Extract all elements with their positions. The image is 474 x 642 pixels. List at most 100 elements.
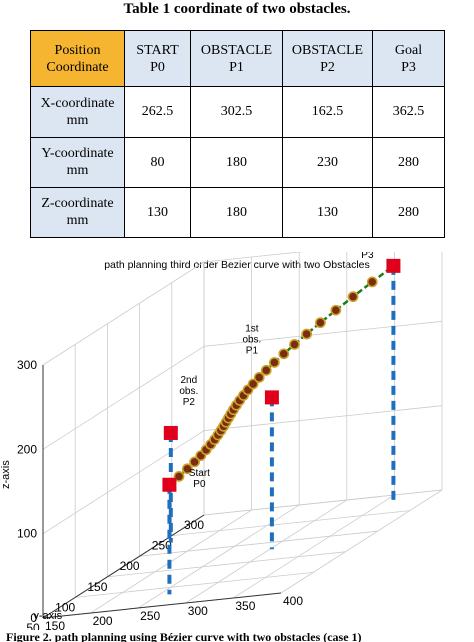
row-label-x: X-coordinate mm [30, 86, 125, 138]
coordinate-table: Position Coordinate START P0 OBSTACLE P1… [30, 29, 445, 239]
cell-x-obstacle-2: 162.5 [282, 86, 373, 138]
bezier-plot: path planning third order Bezier curve w… [0, 236, 474, 642]
z-tick-label-0: 0 [30, 611, 37, 625]
x-tick-label-0: 150 [45, 619, 65, 630]
path-point-2 [181, 463, 193, 475]
header-obstacle-2-line-2: P2 [320, 59, 335, 75]
control-point-marker-p1 [264, 390, 279, 405]
row-label-z-line-2: mm [66, 213, 89, 229]
y-tick-label-5: 300 [184, 518, 204, 532]
row-label-x-line-1: X-coordinate [40, 95, 115, 111]
corner-line-2: Coordinate [46, 59, 109, 75]
cell-z-obstacle-2: 130 [282, 186, 373, 239]
table-row-y: Y-coordinate mm 80 180 230 280 [30, 136, 445, 188]
y-axis-line [42, 514, 205, 619]
control-point-label-p3-1: P3 [361, 252, 374, 261]
row-label-x-line-2: mm [66, 112, 89, 128]
header-obstacle-1: OBSTACLE P1 [190, 29, 283, 88]
path-point-20 [253, 372, 265, 383]
control-point-label-p1-0: 1st [245, 323, 259, 334]
cell-z-goal: 280 [372, 186, 445, 239]
z-tick-label-2: 200 [17, 442, 37, 456]
grid-yz-horizontal-2 [42, 345, 205, 450]
grid-xy-yline-1 [75, 572, 314, 598]
z-tick-label-1: 100 [17, 527, 37, 541]
path-point-26 [314, 317, 326, 329]
row-label-y-line-1: Y-coordinate [41, 146, 114, 162]
path-point-22 [268, 357, 280, 368]
x-axis-line [42, 592, 282, 619]
cell-y-goal: 280 [372, 136, 445, 188]
grid-xy-yline-5 [203, 489, 443, 516]
header-goal-line-2: P3 [401, 59, 416, 75]
row-label-y-line-2: mm [66, 163, 89, 179]
grid-xz-horizontal-1 [203, 405, 443, 432]
path-point-3 [189, 456, 200, 468]
cell-x-start: 262.5 [124, 86, 191, 138]
cell-x-obstacle-1: 302.5 [190, 86, 283, 138]
header-obstacle-1-line-1: OBSTACLE [200, 42, 273, 58]
cell-z-start: 130 [124, 186, 191, 239]
control-point-marker-p3 [386, 258, 401, 273]
x-tick-label-1: 200 [93, 614, 113, 628]
header-obstacle-2-line-1: OBSTACLE [291, 42, 364, 58]
header-start-line-2: P0 [150, 59, 165, 75]
header-goal-line-1: Goal [394, 42, 423, 58]
header-start: START P0 [124, 29, 191, 88]
grid-xy-yline-2 [107, 551, 346, 578]
figure-caption: Figure 2. path planning using Bézier cur… [6, 630, 362, 642]
control-point-label-p0-0: Start [189, 468, 210, 479]
grid-xy-xline-4 [233, 494, 395, 599]
cell-z-obstacle-1: 180 [190, 186, 283, 239]
x-tick-label-2: 250 [140, 609, 160, 623]
path-point-27 [330, 304, 342, 316]
corner-line-1: Position [54, 42, 101, 58]
grid-xy-yline-4 [171, 510, 410, 536]
y-tick-label-3: 200 [120, 559, 140, 573]
header-position-coordinate: Position Coordinate [30, 29, 125, 88]
control-point-label-p2-2: P2 [183, 397, 196, 408]
z-tick-label-3: 300 [17, 358, 37, 372]
control-point-label-p0-1: P0 [193, 479, 206, 490]
header-obstacle-1-line-2: P1 [229, 59, 244, 75]
chart-title: path planning third order Bezier curve w… [104, 259, 370, 271]
path-point-21 [260, 364, 272, 376]
control-point-label-p1-2: P1 [246, 345, 259, 356]
control-point-label-p2-1: obs. [179, 386, 198, 397]
path-point-24 [289, 339, 300, 350]
y-tick-label-1: 100 [55, 600, 75, 614]
y-axis-label: y-axis [33, 610, 62, 622]
table-title: Table 1 coordinate of two obstacles. [123, 1, 351, 17]
x-tick-label-5: 400 [283, 594, 303, 608]
z-axis-label: z-axis [0, 460, 12, 489]
y-tick-label-2: 150 [87, 580, 107, 594]
header-goal: Goal P3 [372, 29, 445, 88]
row-label-z: Z-coordinate mm [30, 186, 125, 239]
path-point-28 [347, 291, 359, 303]
x-tick-label-3: 300 [188, 604, 208, 618]
cell-x-goal: 362.5 [372, 86, 445, 138]
cell-y-start: 80 [124, 136, 191, 188]
table-row-x: X-coordinate mm 262.5 302.5 162.5 362.5 [30, 86, 445, 138]
grid-xy-xline-3 [185, 499, 348, 604]
grid-xy-xline-2 [137, 504, 300, 609]
row-label-y: Y-coordinate mm [30, 136, 125, 188]
control-point-marker-p0 [162, 477, 177, 492]
path-point-23 [278, 348, 290, 360]
path-point-25 [301, 328, 313, 340]
cell-y-obstacle-2: 230 [282, 136, 373, 188]
table-row-z: Z-coordinate mm 130 180 130 280 [30, 186, 445, 239]
control-point-label-p1-1: obs. [242, 334, 261, 345]
table-header-row: Position Coordinate START P0 OBSTACLE P1… [30, 29, 445, 88]
grid-xy-xline-5 [280, 489, 443, 594]
grid-xz-horizontal-2 [203, 320, 443, 347]
grid-yz-horizontal-1 [42, 430, 205, 535]
plot-svg: path planning third order Bezier curve w… [0, 236, 443, 642]
x-tick-label-4: 350 [235, 599, 255, 613]
path-point-1 [173, 471, 185, 482]
control-point-marker-p2 [163, 425, 178, 440]
row-label-z-line-1: Z-coordinate [41, 196, 114, 212]
cell-y-obstacle-1: 180 [190, 136, 283, 188]
grid-yz-horizontal-3 [42, 261, 205, 366]
control-point-label-p2-0: 2nd [180, 375, 197, 386]
